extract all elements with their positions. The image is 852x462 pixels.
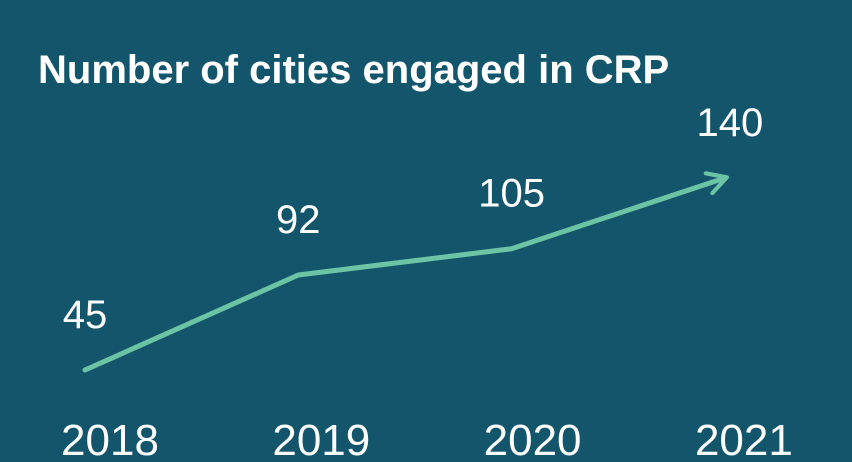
- chart-title: Number of cities engaged in CRP: [38, 48, 669, 92]
- data-label: 45: [63, 293, 108, 337]
- line: [82, 171, 729, 373]
- data-label: 105: [478, 172, 545, 216]
- x-tick-label: 2019: [272, 416, 370, 462]
- data-label: 140: [697, 101, 764, 145]
- x-tick-label: 2021: [695, 416, 793, 462]
- data-label: 92: [276, 198, 321, 242]
- x-tick-label: 2020: [484, 416, 582, 462]
- x-tick-label: 2018: [61, 416, 159, 462]
